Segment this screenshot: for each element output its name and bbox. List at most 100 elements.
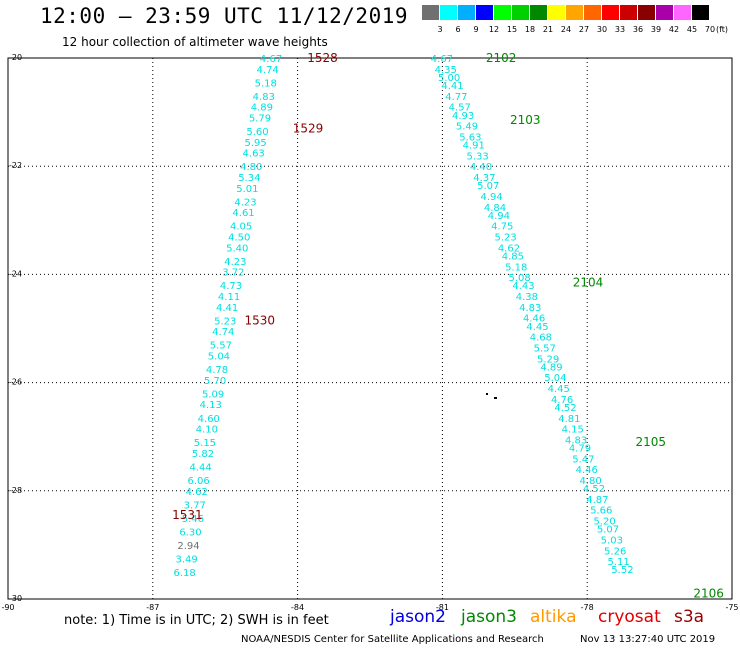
swh-value-label: 4.46 — [523, 314, 545, 325]
legend-swatch — [548, 5, 565, 20]
legend-label: 21 — [542, 25, 554, 34]
legend-swatch — [638, 5, 655, 20]
swh-value-label: 4.60 — [198, 414, 220, 425]
swh-value-label: 4.80 — [579, 476, 601, 487]
swh-value-label: 4.80 — [240, 162, 262, 173]
pass-time-label: 2105 — [635, 435, 666, 449]
legend-label: 9 — [473, 25, 479, 34]
swh-value-label: 3.72 — [222, 268, 244, 279]
swh-value-label: 5.18 — [505, 262, 527, 273]
swh-value-label: 4.50 — [228, 233, 250, 244]
swh-value-label: 4.84 — [484, 203, 506, 214]
lat-tick-label: -28 — [9, 486, 22, 495]
lat-tick-label: -30 — [9, 594, 22, 603]
swh-value-label: 5.66 — [590, 506, 612, 517]
legend-label: 27 — [578, 25, 590, 34]
satellite-altika: altika — [530, 607, 577, 627]
swh-value-label: 4.10 — [196, 425, 218, 436]
pass-time-label: 1531 — [172, 508, 203, 522]
footer-note: note: 1) Time is in UTC; 2) SWH is in fe… — [64, 613, 329, 628]
map-subtitle: 12 hour collection of altimeter wave hei… — [62, 35, 328, 49]
swh-value-label: 4.37 — [473, 173, 495, 184]
lon-tick-label: -87 — [146, 603, 159, 612]
swh-value-label: 4.89 — [251, 103, 273, 114]
swh-value-label: 5.79 — [249, 114, 271, 125]
swh-value-label: 4.76 — [551, 395, 573, 406]
map-frame — [7, 57, 733, 600]
swh-value-label: 4.52 — [554, 403, 576, 414]
swh-value-label: 4.45 — [548, 384, 570, 395]
legend-label: 42 — [668, 25, 680, 34]
swh-value-label: 5.23 — [214, 316, 236, 327]
swh-value-label: 4.74 — [257, 65, 279, 76]
swh-value-label: 4.79 — [569, 444, 591, 455]
swh-value-label: 4.67 — [431, 54, 453, 65]
swh-value-label: 2.94 — [177, 541, 199, 552]
legend-label: 39 — [650, 25, 662, 34]
legend-label: 6 — [455, 25, 461, 34]
legend-label: 30 — [596, 25, 608, 34]
island-mark — [486, 393, 488, 395]
swh-value-label: 5.95 — [244, 138, 266, 149]
swh-value-label: 5.04 — [544, 373, 566, 384]
satellite-jason2: jason2 — [390, 607, 446, 627]
lon-tick-label: -75 — [725, 603, 738, 612]
legend-swatch — [476, 5, 493, 20]
pass-time-label: 1528 — [307, 51, 338, 65]
swh-value-label: 5.34 — [238, 173, 260, 184]
legend-swatch — [692, 5, 709, 20]
swh-value-label: 4.83 — [253, 92, 275, 103]
lon-tick-label: -78 — [581, 603, 594, 612]
swh-value-label: 5.01 — [236, 184, 258, 195]
swh-value-label: 4.93 — [452, 111, 474, 122]
legend-label: 36 — [632, 25, 644, 34]
swh-value-label: 6.30 — [179, 527, 201, 538]
legend-label: 24 — [560, 25, 572, 34]
swh-value-label: 3.49 — [175, 554, 197, 565]
swh-value-label: 4.43 — [512, 281, 534, 292]
legend-label: 18 — [524, 25, 536, 34]
swh-value-label: 5.18 — [255, 78, 277, 89]
swh-value-label: 4.05 — [230, 222, 252, 233]
swh-value-label: 4.57 — [449, 103, 471, 114]
lon-tick-label: -84 — [291, 603, 304, 612]
legend-label: 15 — [506, 25, 518, 34]
island-mark — [494, 397, 497, 399]
swh-value-label: 4.94 — [480, 192, 502, 203]
legend-swatch — [620, 5, 637, 20]
swh-value-label: 6.06 — [188, 476, 210, 487]
swh-value-label: 5.07 — [477, 181, 499, 192]
swh-value-label: 4.77 — [445, 92, 467, 103]
swh-value-label: 5.63 — [459, 132, 481, 143]
lat-tick-label: -24 — [9, 269, 22, 278]
legend-label: 33 — [614, 25, 626, 34]
swh-value-label: 6.18 — [174, 568, 196, 579]
swh-value-label: 5.47 — [572, 454, 594, 465]
swh-value-label: 4.81 — [558, 414, 580, 425]
lat-tick-label: -26 — [9, 378, 22, 387]
swh-value-label: 5.20 — [593, 517, 615, 528]
pass-time-label: 2103 — [510, 113, 541, 127]
pass-time-label: 1529 — [293, 121, 324, 135]
legend-swatch — [584, 5, 601, 20]
swh-value-label: 4.87 — [586, 495, 608, 506]
swh-value-label: 4.74 — [212, 327, 234, 338]
swh-value-label: 5.09 — [202, 389, 224, 400]
swh-value-label: 4.38 — [516, 292, 538, 303]
swh-value-label: 5.23 — [494, 233, 516, 244]
swh-value-label: 4.11 — [218, 292, 240, 303]
swh-value-label: 5.29 — [537, 354, 559, 365]
swh-value-label: 5.52 — [611, 565, 633, 576]
satellite-s3a: s3a — [674, 607, 705, 627]
swh-value-label: 4.67 — [260, 54, 282, 65]
swh-value-label: 4.15 — [562, 425, 584, 436]
swh-value-label: 4.68 — [530, 333, 552, 344]
swh-value-label: 4.83 — [565, 435, 587, 446]
swh-value-label: 4.89 — [540, 362, 562, 373]
legend-swatch — [422, 5, 439, 20]
swh-value-label: 5.82 — [192, 449, 214, 460]
legend-swatch — [512, 5, 529, 20]
swh-value-label: 5.03 — [601, 535, 623, 546]
swh-value-label: 4.83 — [519, 303, 541, 314]
swh-value-label: 5.40 — [226, 243, 248, 254]
